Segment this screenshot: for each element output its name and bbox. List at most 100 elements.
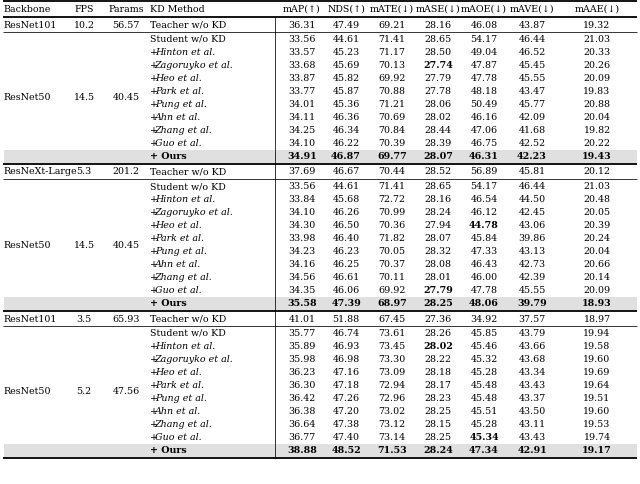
Text: 34.11: 34.11 — [289, 113, 316, 122]
Text: Ahn et al.: Ahn et al. — [155, 113, 201, 122]
Text: 39.79: 39.79 — [517, 299, 547, 308]
Text: FPS: FPS — [74, 5, 93, 14]
Text: +: + — [150, 74, 161, 83]
Text: 34.01: 34.01 — [289, 100, 316, 109]
Text: 46.44: 46.44 — [518, 182, 545, 191]
Text: 19.64: 19.64 — [584, 381, 611, 390]
Text: 28.25: 28.25 — [424, 433, 452, 442]
Text: Student w/o KD: Student w/o KD — [150, 329, 226, 338]
Text: 20.14: 20.14 — [584, 273, 611, 282]
Text: 48.18: 48.18 — [470, 87, 497, 96]
Text: +: + — [150, 100, 161, 109]
Text: 36.64: 36.64 — [288, 420, 316, 429]
Text: 46.08: 46.08 — [470, 20, 497, 30]
Text: Pung et al.: Pung et al. — [155, 394, 207, 403]
Text: +: + — [150, 273, 161, 282]
Text: 38.88: 38.88 — [287, 446, 317, 455]
Text: 20.09: 20.09 — [584, 286, 611, 295]
Text: 27.36: 27.36 — [424, 315, 452, 323]
Text: Guo et al.: Guo et al. — [155, 286, 202, 295]
Text: +: + — [150, 126, 161, 135]
Text: 45.48: 45.48 — [470, 394, 497, 403]
Text: 47.20: 47.20 — [333, 407, 360, 416]
Text: 71.17: 71.17 — [378, 48, 406, 57]
Text: 28.50: 28.50 — [424, 48, 452, 57]
Text: Ahn et al.: Ahn et al. — [155, 260, 201, 269]
Text: 40.45: 40.45 — [113, 241, 140, 249]
Text: 43.79: 43.79 — [518, 329, 546, 338]
Text: Student w/o KD: Student w/o KD — [150, 35, 226, 44]
Text: 56.57: 56.57 — [112, 20, 140, 30]
Text: 46.74: 46.74 — [332, 329, 360, 338]
Text: 34.91: 34.91 — [287, 152, 317, 161]
Text: 28.65: 28.65 — [424, 35, 452, 44]
Text: 28.07: 28.07 — [423, 152, 453, 161]
Text: 27.79: 27.79 — [424, 74, 452, 83]
Text: 47.18: 47.18 — [333, 381, 360, 390]
Text: 35.58: 35.58 — [287, 299, 317, 308]
Text: +: + — [150, 87, 161, 96]
Text: 46.00: 46.00 — [470, 273, 497, 282]
Text: 28.23: 28.23 — [424, 394, 452, 403]
Text: mAP(↑): mAP(↑) — [283, 5, 321, 14]
Text: 20.48: 20.48 — [584, 195, 611, 204]
Text: ResNet101: ResNet101 — [4, 315, 58, 323]
Text: 19.43: 19.43 — [582, 152, 612, 161]
Text: 20.12: 20.12 — [584, 167, 611, 177]
Text: 10.2: 10.2 — [74, 20, 95, 30]
Text: 46.44: 46.44 — [518, 35, 545, 44]
Text: 45.34: 45.34 — [469, 433, 499, 442]
Text: 20.05: 20.05 — [584, 208, 611, 217]
Text: Zhang et al.: Zhang et al. — [155, 273, 212, 282]
Text: 43.47: 43.47 — [518, 87, 545, 96]
Text: Teacher w/o KD: Teacher w/o KD — [150, 167, 227, 177]
Bar — [3, 444, 637, 457]
Text: 19.60: 19.60 — [584, 355, 611, 364]
Text: 42.73: 42.73 — [518, 260, 545, 269]
Text: + Ours: + Ours — [150, 152, 187, 161]
Text: 73.30: 73.30 — [378, 355, 406, 364]
Text: 3.5: 3.5 — [76, 315, 92, 323]
Text: 28.17: 28.17 — [424, 381, 451, 390]
Bar — [3, 150, 637, 163]
Text: 47.56: 47.56 — [113, 388, 140, 396]
Text: 33.56: 33.56 — [288, 35, 316, 44]
Text: 43.66: 43.66 — [518, 342, 546, 351]
Text: 54.17: 54.17 — [470, 182, 497, 191]
Text: 28.15: 28.15 — [424, 420, 452, 429]
Text: Guo et al.: Guo et al. — [155, 139, 202, 148]
Text: 46.26: 46.26 — [332, 208, 360, 217]
Text: Hinton et al.: Hinton et al. — [155, 195, 215, 204]
Text: 71.82: 71.82 — [378, 234, 406, 243]
Text: 27.79: 27.79 — [423, 286, 453, 295]
Text: 48.06: 48.06 — [469, 299, 499, 308]
Text: 47.49: 47.49 — [332, 20, 360, 30]
Text: Teacher w/o KD: Teacher w/o KD — [150, 315, 227, 323]
Text: 46.23: 46.23 — [332, 247, 360, 256]
Text: 47.40: 47.40 — [333, 433, 360, 442]
Text: mAOE(↓): mAOE(↓) — [461, 5, 507, 14]
Text: Heo et al.: Heo et al. — [155, 74, 202, 83]
Text: 72.72: 72.72 — [378, 195, 406, 204]
Text: 19.94: 19.94 — [584, 329, 611, 338]
Text: 46.22: 46.22 — [332, 139, 360, 148]
Text: 65.93: 65.93 — [112, 315, 140, 323]
Text: 69.92: 69.92 — [378, 74, 406, 83]
Text: 33.57: 33.57 — [288, 48, 316, 57]
Text: 28.02: 28.02 — [423, 342, 453, 351]
Text: 47.34: 47.34 — [469, 446, 499, 455]
Text: 42.52: 42.52 — [518, 139, 545, 148]
Text: 34.35: 34.35 — [288, 286, 316, 295]
Text: 20.04: 20.04 — [584, 113, 611, 122]
Text: 68.97: 68.97 — [377, 299, 407, 308]
Text: Zhang et al.: Zhang et al. — [155, 126, 212, 135]
Text: 27.94: 27.94 — [424, 221, 452, 230]
Text: 70.13: 70.13 — [378, 61, 406, 70]
Text: 36.42: 36.42 — [289, 394, 316, 403]
Text: 47.26: 47.26 — [332, 394, 360, 403]
Text: Park et al.: Park et al. — [155, 381, 204, 390]
Text: 20.88: 20.88 — [584, 100, 611, 109]
Text: 20.09: 20.09 — [584, 74, 611, 83]
Text: 43.50: 43.50 — [518, 407, 546, 416]
Text: 44.78: 44.78 — [469, 221, 499, 230]
